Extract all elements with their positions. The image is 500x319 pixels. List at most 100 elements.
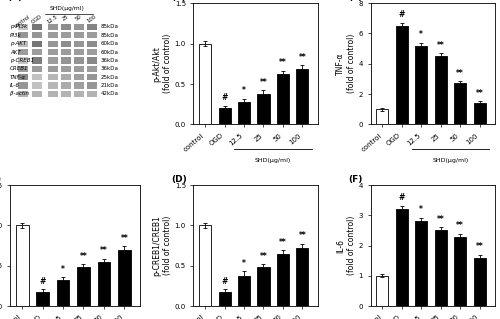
Text: **: ** — [279, 58, 287, 67]
Text: (C): (C) — [171, 0, 186, 3]
Text: 100: 100 — [86, 14, 98, 24]
Bar — [74, 74, 84, 80]
Text: TNF-α: TNF-α — [10, 75, 26, 80]
Bar — [18, 82, 28, 89]
Text: **: ** — [476, 89, 484, 98]
Bar — [61, 41, 71, 47]
Bar — [48, 74, 58, 80]
Text: IL-6: IL-6 — [10, 83, 20, 88]
Text: 21kDa: 21kDa — [100, 83, 118, 88]
Text: PI3k: PI3k — [10, 33, 22, 38]
Bar — [16, 226, 28, 306]
Bar — [87, 49, 97, 55]
Text: SHD(μg/ml): SHD(μg/ml) — [255, 158, 292, 163]
Bar — [218, 292, 230, 306]
Bar — [74, 24, 84, 30]
Bar — [57, 280, 70, 306]
Bar — [32, 74, 42, 80]
Bar — [61, 82, 71, 89]
Bar — [434, 231, 447, 306]
Bar — [376, 276, 388, 306]
Text: *: * — [420, 205, 424, 214]
Text: #: # — [222, 93, 228, 102]
Bar — [218, 108, 230, 124]
Bar — [416, 221, 428, 306]
Bar — [238, 102, 250, 124]
Text: **: ** — [456, 69, 464, 78]
Bar — [74, 66, 84, 72]
Bar — [61, 66, 71, 72]
Bar — [48, 32, 58, 39]
Bar — [87, 91, 97, 97]
Bar — [454, 84, 466, 124]
Bar — [32, 66, 42, 72]
Text: **: ** — [260, 252, 268, 261]
Text: CREB1: CREB1 — [10, 66, 29, 71]
Text: SHD(μg/ml): SHD(μg/ml) — [432, 158, 468, 163]
Y-axis label: IL-6
(fold of control): IL-6 (fold of control) — [336, 216, 356, 275]
Text: 50: 50 — [74, 14, 83, 22]
Bar — [18, 91, 28, 97]
Bar — [18, 32, 28, 39]
Bar — [199, 44, 211, 124]
Text: **: ** — [437, 41, 444, 49]
Bar — [396, 26, 408, 124]
Bar — [118, 250, 130, 306]
Bar — [48, 41, 58, 47]
Bar — [277, 74, 289, 124]
Text: *: * — [242, 86, 246, 95]
Text: SHD(μg/ml): SHD(μg/ml) — [50, 6, 84, 11]
Bar — [61, 49, 71, 55]
Bar — [48, 66, 58, 72]
Text: *: * — [242, 259, 246, 268]
Bar — [87, 32, 97, 39]
Text: 25kDa: 25kDa — [100, 75, 118, 80]
Text: (E): (E) — [348, 0, 363, 3]
Bar — [77, 267, 90, 306]
Text: 85kDa: 85kDa — [100, 25, 118, 29]
Text: 42kDa: 42kDa — [100, 91, 118, 96]
Bar — [396, 209, 408, 306]
Bar — [199, 226, 211, 306]
Bar — [61, 32, 71, 39]
Bar — [32, 32, 42, 39]
Bar — [74, 82, 84, 89]
Bar — [32, 57, 42, 63]
Text: 12.5: 12.5 — [46, 14, 59, 25]
Bar — [98, 262, 110, 306]
Text: control: control — [14, 14, 32, 29]
Bar — [48, 57, 58, 63]
Bar — [61, 57, 71, 63]
Bar — [18, 24, 28, 30]
Text: #: # — [40, 277, 46, 286]
Text: (D): (D) — [171, 175, 187, 184]
Bar — [277, 254, 289, 306]
Text: (B): (B) — [0, 175, 2, 184]
Text: **: ** — [120, 234, 128, 243]
Bar — [258, 94, 270, 124]
Bar — [74, 91, 84, 97]
Text: 85kDa: 85kDa — [100, 33, 118, 38]
Text: *: * — [61, 264, 65, 273]
Bar — [36, 292, 49, 306]
Bar — [18, 57, 28, 63]
Bar — [376, 109, 388, 124]
Bar — [74, 32, 84, 39]
Bar — [474, 258, 486, 306]
Bar — [454, 237, 466, 306]
Text: 36kDa: 36kDa — [100, 58, 118, 63]
Bar — [18, 41, 28, 47]
Bar — [296, 248, 308, 306]
Bar — [74, 41, 84, 47]
Text: p-PI3k: p-PI3k — [10, 25, 27, 29]
Text: **: ** — [100, 246, 108, 255]
Bar — [32, 82, 42, 89]
Bar — [74, 57, 84, 63]
Bar — [296, 70, 308, 124]
Text: (F): (F) — [348, 175, 363, 184]
Bar — [48, 91, 58, 97]
Bar — [87, 57, 97, 63]
Text: 36kDa: 36kDa — [100, 66, 118, 71]
Bar — [87, 74, 97, 80]
Text: **: ** — [298, 53, 306, 62]
